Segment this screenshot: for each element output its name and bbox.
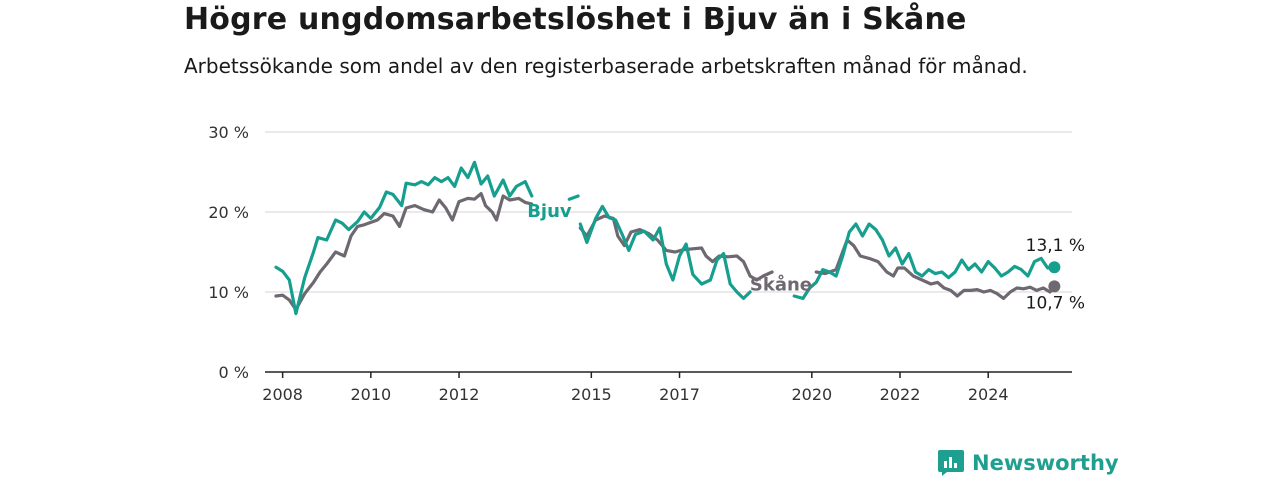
newsworthy-logo-icon	[938, 450, 964, 476]
chart-title: Högre ungdomsarbetslöshet i Bjuv än i Sk…	[184, 2, 967, 37]
series-label-skane: Skåne	[750, 273, 812, 295]
series-line-skane	[578, 214, 774, 282]
series-line-bjuv	[578, 204, 752, 300]
y-tick-label: 10 %	[208, 283, 249, 302]
end-value-label-skane: 10,7 %	[1026, 293, 1085, 313]
x-tick-label: 2020	[791, 385, 832, 404]
x-tick-label: 2015	[571, 385, 612, 404]
x-tick-label: 2012	[439, 385, 480, 404]
series-line-bjuv	[274, 160, 534, 316]
x-tick-label: 2017	[659, 385, 700, 404]
series-label-bjuv: Bjuv	[527, 201, 572, 222]
series-line-bjuv	[792, 222, 1056, 300]
y-tick-label: 20 %	[208, 203, 249, 222]
y-tick-label: 0 %	[219, 363, 249, 382]
x-tick-label: 2008	[262, 385, 303, 404]
x-tick-label: 2010	[350, 385, 391, 404]
series-line-skane	[814, 238, 1056, 300]
brand-name: Newsworthy	[972, 451, 1119, 475]
series-line-skane	[274, 192, 534, 312]
series-line-bjuv	[567, 194, 580, 201]
end-point-skane	[1048, 280, 1061, 293]
x-tick-label: 2022	[880, 385, 921, 404]
brand-logo: Newsworthy	[938, 448, 1119, 478]
x-tick-label: 2024	[968, 385, 1009, 404]
y-tick-label: 30 %	[208, 123, 249, 142]
end-point-bjuv	[1048, 261, 1061, 274]
end-value-label-bjuv: 13,1 %	[1026, 236, 1085, 256]
chart-subtitle: Arbetssökande som andel av den registerb…	[184, 54, 1028, 78]
